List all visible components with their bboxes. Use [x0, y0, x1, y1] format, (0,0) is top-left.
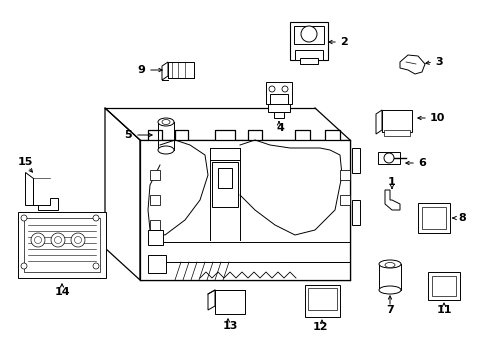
- Text: 2: 2: [339, 37, 347, 47]
- Polygon shape: [25, 172, 58, 210]
- Bar: [273, 112, 284, 118]
- Bar: [265, 82, 291, 104]
- Circle shape: [51, 233, 65, 247]
- Bar: [267, 104, 289, 112]
- Bar: [383, 130, 409, 136]
- Polygon shape: [399, 55, 424, 74]
- Text: 12: 12: [312, 322, 327, 332]
- Text: 11: 11: [435, 305, 451, 315]
- Circle shape: [93, 215, 99, 221]
- Bar: [212, 162, 238, 207]
- Text: 1: 1: [387, 177, 395, 187]
- Circle shape: [35, 237, 41, 243]
- Polygon shape: [105, 108, 140, 280]
- Text: 6: 6: [417, 158, 425, 168]
- Bar: [269, 94, 287, 106]
- Circle shape: [74, 237, 81, 243]
- Circle shape: [31, 233, 45, 247]
- Circle shape: [71, 233, 85, 247]
- Bar: [168, 62, 194, 78]
- Text: 5: 5: [124, 130, 132, 140]
- Bar: [150, 195, 160, 205]
- Bar: [148, 230, 163, 245]
- Text: 9: 9: [137, 65, 145, 75]
- Ellipse shape: [162, 120, 170, 125]
- Bar: [339, 170, 349, 180]
- Text: 13: 13: [222, 321, 237, 331]
- Bar: [150, 170, 160, 180]
- Circle shape: [54, 237, 61, 243]
- Bar: [431, 276, 455, 296]
- Text: 4: 4: [276, 123, 284, 133]
- Bar: [24, 218, 100, 272]
- Bar: [351, 148, 359, 173]
- Bar: [351, 200, 359, 225]
- Text: 3: 3: [434, 57, 442, 67]
- Text: 14: 14: [54, 287, 70, 297]
- Text: 8: 8: [457, 213, 465, 223]
- Bar: [289, 22, 327, 60]
- Bar: [339, 195, 349, 205]
- Ellipse shape: [383, 153, 393, 163]
- Bar: [417, 203, 449, 233]
- Bar: [377, 152, 399, 164]
- Polygon shape: [207, 290, 215, 310]
- Bar: [148, 255, 165, 273]
- Circle shape: [21, 215, 27, 221]
- Bar: [427, 272, 459, 300]
- Bar: [305, 285, 339, 317]
- Circle shape: [93, 263, 99, 269]
- Bar: [421, 207, 445, 229]
- Circle shape: [21, 263, 27, 269]
- Bar: [150, 220, 160, 230]
- Polygon shape: [384, 190, 399, 210]
- Circle shape: [282, 86, 287, 92]
- Ellipse shape: [384, 262, 394, 267]
- Ellipse shape: [158, 118, 174, 126]
- Ellipse shape: [378, 260, 400, 268]
- Bar: [307, 288, 336, 310]
- Bar: [381, 110, 411, 132]
- Text: 15: 15: [18, 157, 33, 167]
- Text: 7: 7: [386, 305, 393, 315]
- Ellipse shape: [158, 146, 174, 154]
- Bar: [140, 140, 349, 280]
- Bar: [294, 50, 323, 60]
- Polygon shape: [162, 62, 168, 80]
- Bar: [218, 168, 231, 188]
- Bar: [18, 212, 106, 278]
- Circle shape: [268, 86, 274, 92]
- Polygon shape: [375, 110, 381, 134]
- Bar: [299, 58, 317, 64]
- Bar: [293, 26, 324, 44]
- Ellipse shape: [378, 286, 400, 294]
- Text: 10: 10: [429, 113, 445, 123]
- Circle shape: [301, 26, 316, 42]
- Bar: [215, 290, 244, 314]
